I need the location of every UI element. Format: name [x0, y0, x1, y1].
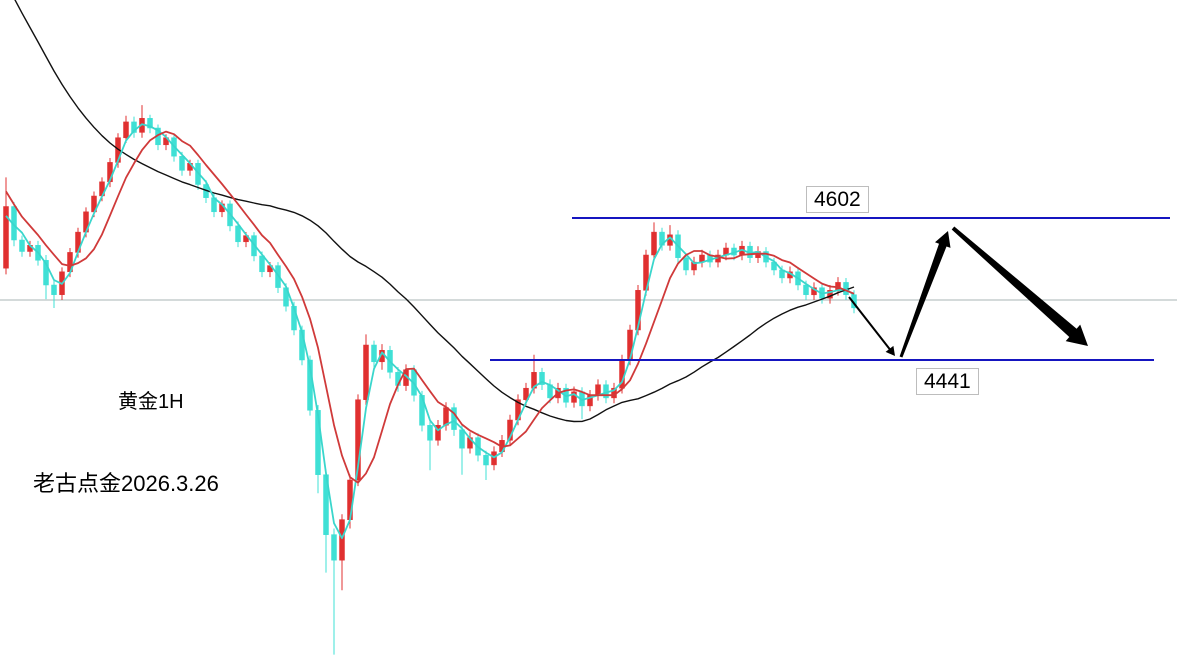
- support-price-label: 4441: [916, 368, 979, 396]
- resistance-price-label: 4602: [806, 186, 869, 214]
- candlesticks: [3, 105, 857, 655]
- watermark-label: 老古点金2026.3.26: [33, 471, 219, 496]
- drop-arrow: [951, 226, 1088, 346]
- ma-slow-line: [14, 0, 855, 423]
- ma-fast-line: [5, 123, 855, 540]
- bounce-arrow: [899, 231, 951, 358]
- dip-arrow: [848, 296, 895, 356]
- symbol-timeframe-label: 黄金1H: [118, 391, 184, 413]
- ma-mid-line: [5, 130, 855, 484]
